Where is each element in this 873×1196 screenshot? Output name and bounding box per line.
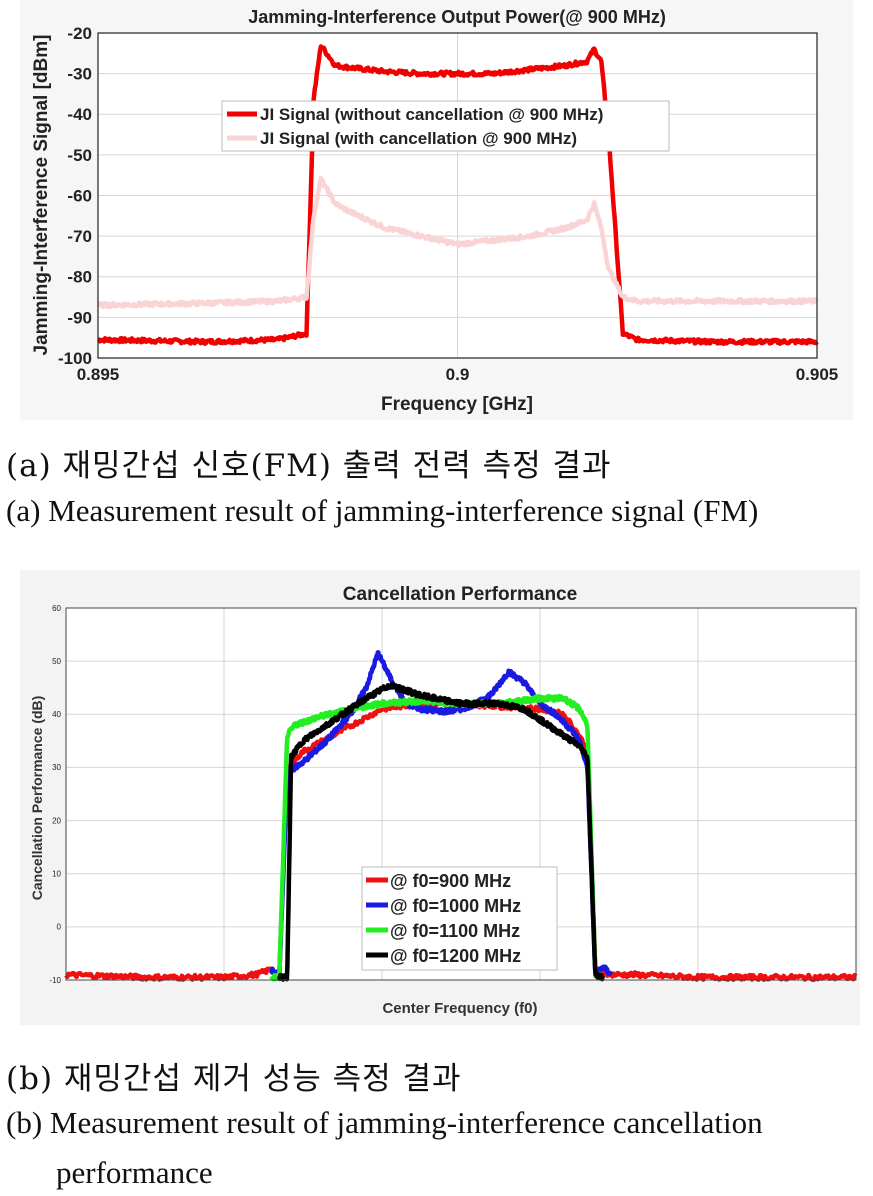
chart-a-title: Jamming-Interference Output Power(@ 900 … xyxy=(248,7,666,27)
chart-a-xtick-label-2: 0.905 xyxy=(796,365,839,384)
chart-b-ytick-label-5: 40 xyxy=(52,710,61,719)
chart-a-ytick-label-0: -100 xyxy=(58,349,92,368)
chart-a-legend: JI Signal (without cancellation @ 900 MH… xyxy=(221,100,670,152)
chart-a-xtick-label-0: 0.895 xyxy=(77,365,120,384)
chart-b: -10 0 10 20 30 40 50 60 Cancellation Performanc… xyxy=(20,570,860,1025)
chart-a-ytick-label-2: -80 xyxy=(67,268,92,287)
chart-b-legend: @ f0=900 MHz @ f0=1000 MHz @ f0=1100 MHz… xyxy=(361,866,558,971)
chart-a: -100 -90 -80 -70 -60 -50 -40 -30 -20 0.895 0.9 0.90… xyxy=(20,0,853,420)
chart-b-legend-label-1: @ f0=1000 MHz xyxy=(390,896,521,916)
chart-b-ytick-label-1: 0 xyxy=(57,923,62,932)
chart-a-legend-label-0: JI Signal (without cancellation @ 900 MH… xyxy=(260,105,603,124)
chart-a-plot-border xyxy=(97,32,818,359)
chart-b-legend-box xyxy=(361,866,558,971)
chart-b-lines xyxy=(64,650,858,982)
chart-a-series-0 xyxy=(96,44,819,347)
chart-a-ytick-label-4: -60 xyxy=(67,186,92,205)
chart-a-legend-box xyxy=(221,100,670,152)
caption-b-korean: (b) 재밍간섭 제거 성능 측정 결과 xyxy=(6,1061,462,1097)
chart-b-ylabel: Cancellation Performance (dB) xyxy=(29,696,45,901)
chart-b-series-1 xyxy=(269,650,614,980)
chart-b-ytick-label-2: 10 xyxy=(52,870,61,879)
caption-a-english: (a) Measurement result of jamming-interf… xyxy=(6,493,759,528)
chart-a-ytick-label-8: -20 xyxy=(67,24,92,43)
caption-b-english-line1: (b) Measurement result of jamming-interf… xyxy=(6,1105,763,1140)
chart-b-ytick-label-6: 50 xyxy=(52,657,61,666)
chart-b-xlabel: Center Frequency (f0) xyxy=(382,1000,537,1017)
chart-b-ytick-label-0: -10 xyxy=(49,976,61,985)
chart-b-title: Cancellation Performance xyxy=(343,584,577,605)
chart-b-plot-border xyxy=(65,607,857,981)
chart-a-legend-label-1: JI Signal (with cancellation @ 900 MHz) xyxy=(260,129,577,148)
chart-b-ytick-label-7: 60 xyxy=(52,604,61,613)
chart-b-series-3 xyxy=(277,681,606,982)
chart-a-lines xyxy=(96,44,819,347)
chart-b-ticks: -10 0 10 20 30 40 50 60 xyxy=(49,604,61,985)
chart-b-legend-label-2: @ f0=1100 MHz xyxy=(390,921,520,941)
chart-b-legend-label-0: @ f0=900 MHz xyxy=(390,871,511,891)
caption-b-english-line2: performance xyxy=(56,1155,213,1190)
chart-a-ytick-label-7: -30 xyxy=(67,65,92,84)
chart-a-ytick-label-6: -40 xyxy=(67,105,92,124)
chart-a-ytick-label-3: -70 xyxy=(67,227,92,246)
chart-a-xtick-label-1: 0.9 xyxy=(446,365,470,384)
chart-a-series-1 xyxy=(96,175,819,310)
chart-a-xlabel: Frequency [GHz] xyxy=(381,394,533,415)
chart-a-ylabel: Jamming-Interference Signal [dBm] xyxy=(31,35,52,356)
chart-a-ticks: -100 -90 -80 -70 -60 -50 -40 -30 -20 0.895 0.9 0.90… xyxy=(58,24,838,384)
chart-b-ytick-label-4: 30 xyxy=(52,763,61,772)
chart-b-legend-label-3: @ f0=1200 MHz xyxy=(390,946,521,966)
chart-a-ytick-label-5: -50 xyxy=(67,146,92,165)
chart-a-ytick-label-1: -90 xyxy=(67,308,92,327)
caption-a-korean: (a) 재밍간섭 신호(FM) 출력 전력 측정 결과 xyxy=(6,448,612,484)
chart-b-ytick-label-3: 20 xyxy=(52,816,61,825)
